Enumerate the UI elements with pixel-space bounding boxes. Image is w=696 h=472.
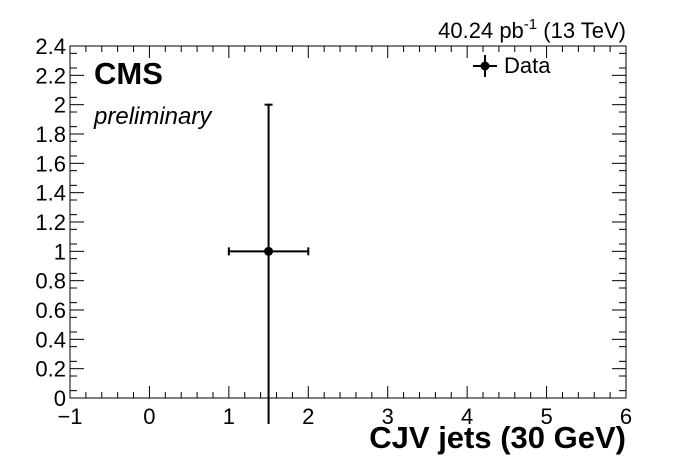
y-tick-labels: 0 0.2 0.4 0.6 0.8 1 1.2 1.4 1.6 1.8 2 2.2 2.4 bbox=[35, 34, 66, 411]
data-point bbox=[264, 246, 274, 256]
x-tick-label: 5 bbox=[540, 404, 552, 429]
y-tick-label: 2 bbox=[54, 93, 66, 118]
cms-label: CMS bbox=[94, 56, 163, 91]
x-tick-label: 0 bbox=[143, 404, 155, 429]
y-tick-label: 1.2 bbox=[35, 210, 66, 235]
preliminary-label: preliminary bbox=[93, 103, 213, 130]
x-tick-label: 1 bbox=[223, 404, 235, 429]
y-tick-label: 0.6 bbox=[35, 298, 66, 323]
x-axis-label: CJV jets (30 GeV) bbox=[369, 420, 626, 455]
axis-ticks bbox=[69, 45, 627, 399]
x-tick-label: 6 bbox=[620, 404, 632, 429]
x-tick-label: 2 bbox=[302, 404, 314, 429]
legend: Data bbox=[473, 53, 551, 78]
lumi-label: 40.24 pb-1 (13 TeV) bbox=[438, 16, 626, 43]
legend-entry-data: Data bbox=[504, 53, 551, 78]
x-tick-label: 4 bbox=[461, 404, 473, 429]
y-tick-label: 2.4 bbox=[35, 34, 66, 59]
x-tick-label: −1 bbox=[57, 404, 82, 429]
x-tick-labels: −1 0 1 2 3 4 5 6 bbox=[57, 404, 632, 429]
y-tick-label: 0.8 bbox=[35, 269, 66, 294]
y-tick-label: 0.2 bbox=[35, 357, 66, 382]
y-tick-label: 0.4 bbox=[35, 327, 66, 352]
y-tick-label: 0 bbox=[54, 386, 66, 411]
y-tick-label: 1.6 bbox=[35, 151, 66, 176]
x-tick-label: 3 bbox=[382, 404, 394, 429]
y-tick-label: 1.8 bbox=[35, 122, 66, 147]
plot-frame bbox=[69, 45, 627, 399]
y-tick-label: 2.2 bbox=[35, 63, 66, 88]
y-tick-label: 1 bbox=[54, 239, 66, 264]
data-points bbox=[227, 103, 310, 424]
y-tick-label: 1.4 bbox=[35, 181, 66, 206]
legend-marker-dot bbox=[480, 61, 490, 71]
